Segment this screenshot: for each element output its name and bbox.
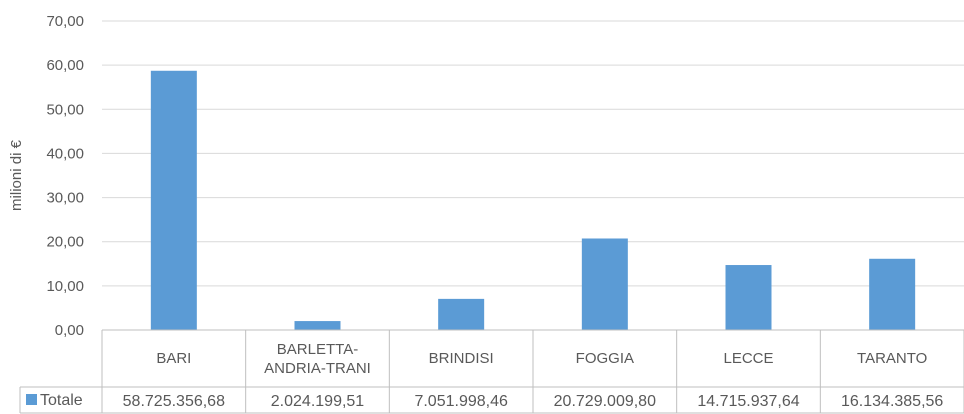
data-label: 7.051.998,46 — [414, 393, 508, 410]
y-tick-label: 20,00 — [46, 234, 84, 251]
x-tick-label: BARLETTA- — [277, 341, 358, 358]
x-tick-label: FOGGIA — [576, 350, 634, 367]
y-tick-label: 30,00 — [46, 190, 84, 207]
y-tick-label: 60,00 — [46, 57, 84, 74]
bar — [294, 321, 341, 330]
bar — [725, 265, 772, 330]
bar — [438, 298, 485, 330]
data-label: 20.729.009,80 — [554, 393, 656, 410]
x-tick-label: BRINDISI — [429, 350, 494, 367]
data-label: 14.715.937,64 — [697, 393, 799, 410]
data-label: 2.024.199,51 — [271, 393, 365, 410]
x-tick-label: BARI — [156, 350, 191, 367]
x-tick-label: LECCE — [723, 350, 773, 367]
y-tick-label: 50,00 — [46, 101, 84, 118]
y-tick-label: 70,00 — [46, 13, 84, 30]
x-tick-label: ANDRIA-TRANI — [264, 360, 371, 377]
y-tick-label: 0,00 — [55, 322, 84, 339]
data-label: 16.134.385,56 — [841, 393, 943, 410]
y-axis-label: milioni di € — [8, 139, 25, 211]
legend-key — [26, 394, 37, 405]
series-name: Totale — [40, 392, 83, 409]
y-tick-label: 10,00 — [46, 278, 84, 295]
bar — [150, 70, 197, 331]
y-tick-label: 40,00 — [46, 145, 84, 162]
bar — [869, 258, 916, 330]
x-tick-label: TARANTO — [857, 350, 927, 367]
bar — [581, 238, 628, 330]
data-label: 58.725.356,68 — [123, 393, 225, 410]
